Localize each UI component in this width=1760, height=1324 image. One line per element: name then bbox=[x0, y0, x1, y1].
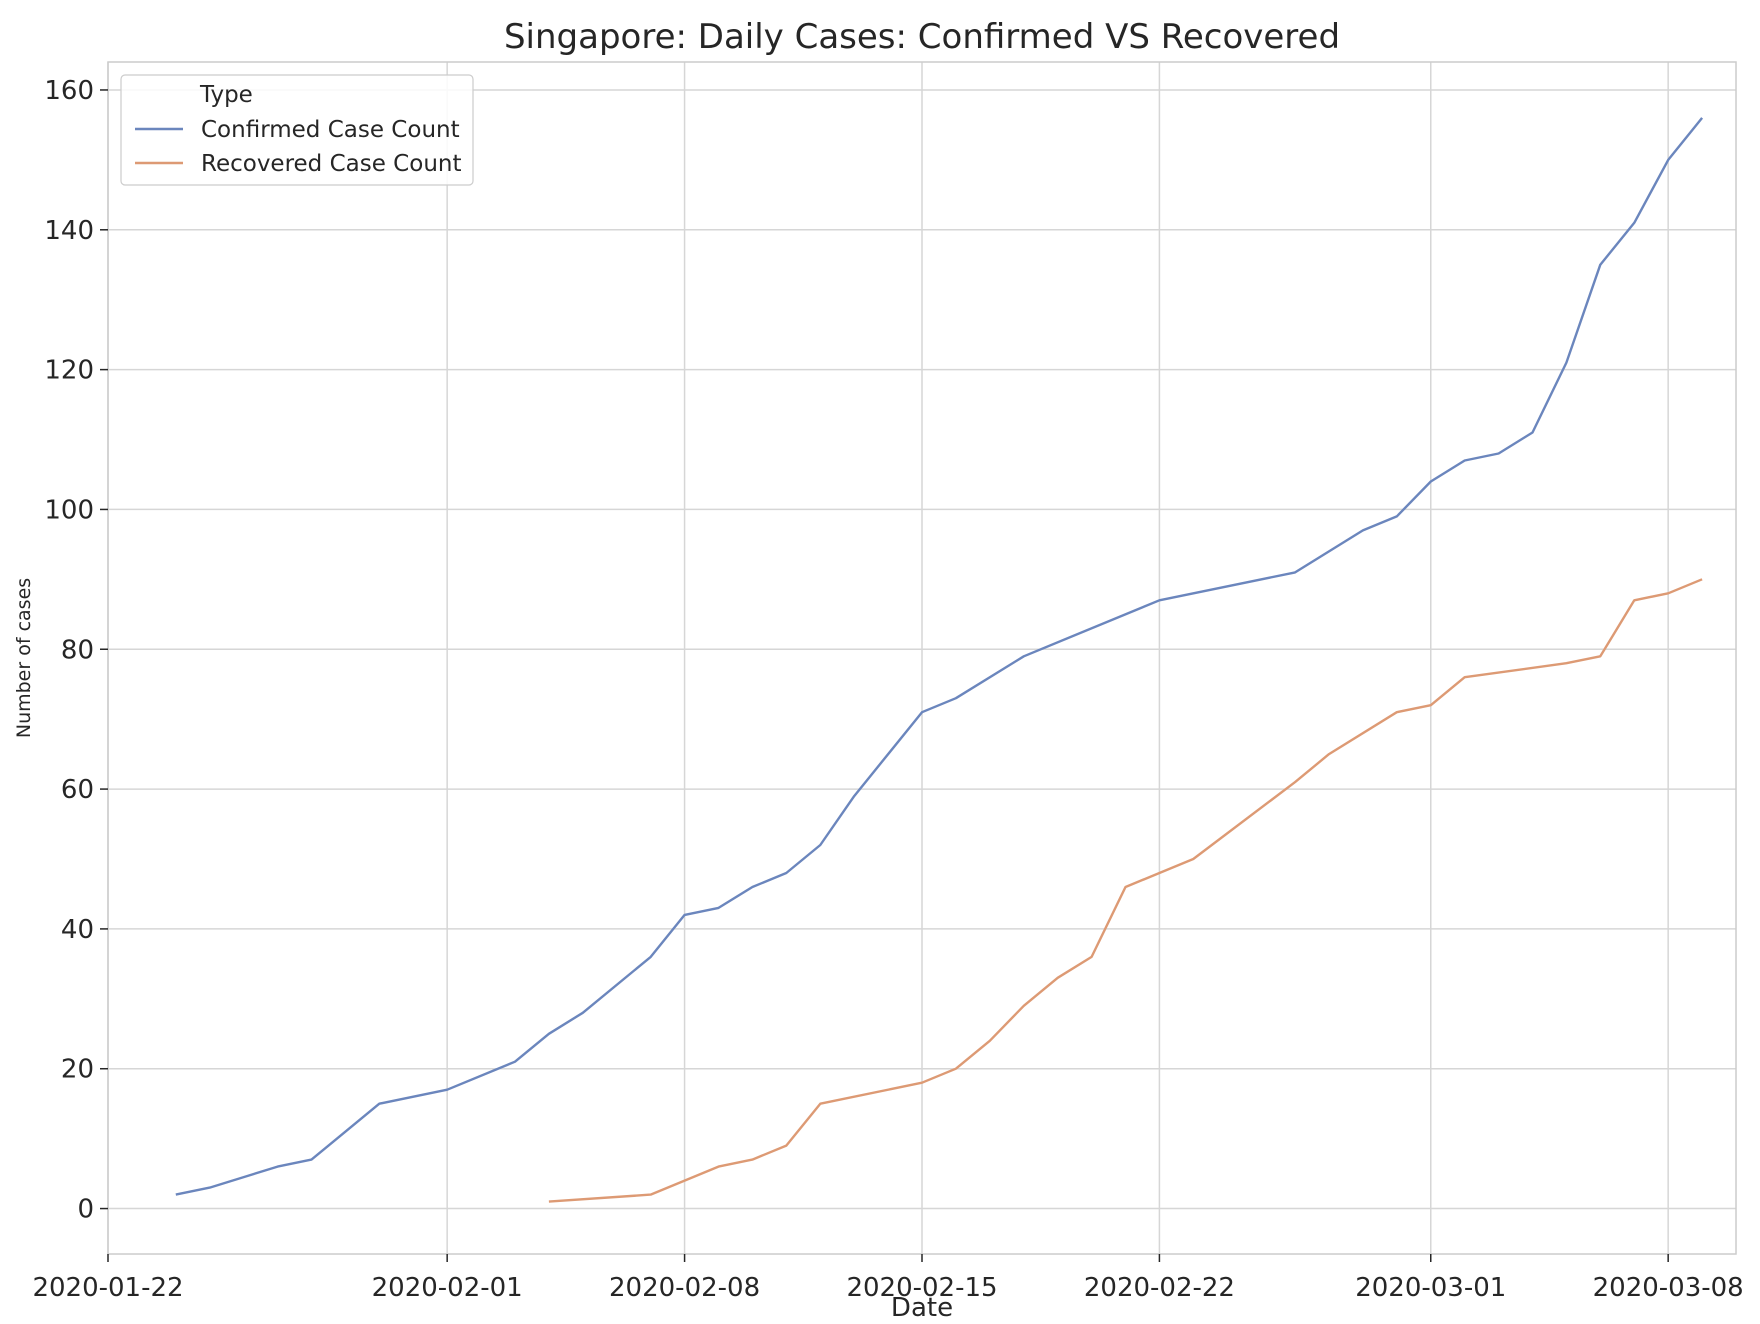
x-tick-label: 2020-03-08 bbox=[1593, 1273, 1744, 1303]
legend: Type Confirmed Case Count Recovered Case … bbox=[120, 74, 474, 186]
y-axis-label: Number of cases bbox=[13, 578, 35, 738]
legend-label: Confirmed Case Count bbox=[201, 117, 460, 143]
legend-box bbox=[120, 74, 474, 186]
y-tick-label: 40 bbox=[61, 915, 94, 945]
y-tick-label: 0 bbox=[77, 1195, 94, 1225]
y-tick-label: 160 bbox=[44, 76, 94, 106]
y-tick-label: 100 bbox=[44, 495, 94, 525]
x-tick-label: 2020-02-22 bbox=[1084, 1273, 1235, 1303]
y-tick-label: 60 bbox=[61, 775, 94, 805]
x-tick-label: 2020-02-08 bbox=[609, 1273, 760, 1303]
chart-title: Singapore: Daily Cases: Confirmed VS Rec… bbox=[504, 17, 1340, 57]
x-axis-label: Date bbox=[891, 1293, 953, 1323]
y-tick-label: 140 bbox=[44, 216, 94, 246]
y-tick-label: 20 bbox=[61, 1055, 94, 1085]
series-lines bbox=[175, 117, 1704, 1203]
x-axis-ticks: 2020-01-22 2020-02-01 2020-02-08 2020-02-15… bbox=[32, 1254, 1744, 1303]
legend-title: Type bbox=[199, 82, 253, 108]
series-line-recovered-case-count bbox=[548, 578, 1703, 1203]
x-tick-label: 2020-01-22 bbox=[32, 1273, 183, 1303]
y-axis-ticks: 0 20 40 60 80 100 120 140 160 bbox=[44, 76, 108, 1225]
y-tick-label: 80 bbox=[61, 635, 94, 665]
legend-label: Recovered Case Count bbox=[201, 151, 462, 177]
x-tick-label: 2020-03-01 bbox=[1355, 1273, 1506, 1303]
grid bbox=[107, 62, 1736, 1254]
x-tick-label: 2020-02-15 bbox=[846, 1273, 997, 1303]
legend-items: Confirmed Case Count Recovered Case Count bbox=[135, 117, 462, 177]
series-line-confirmed-case-count bbox=[175, 117, 1704, 1196]
y-tick-label: 120 bbox=[44, 356, 94, 386]
x-tick-label: 2020-02-01 bbox=[372, 1273, 523, 1303]
